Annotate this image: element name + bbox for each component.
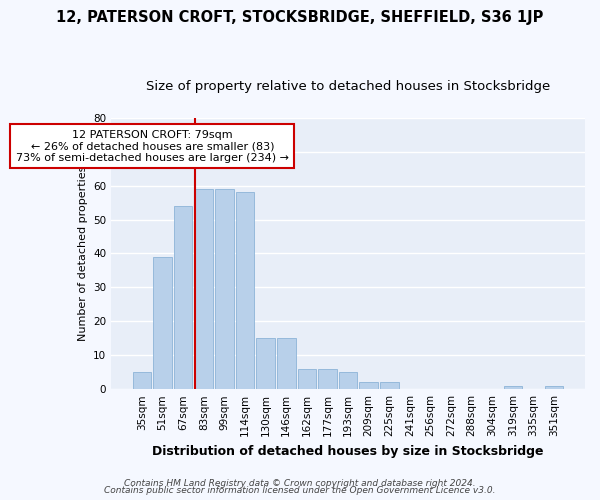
Bar — [194, 189, 213, 389]
Text: 12, PATERSON CROFT, STOCKSBRIDGE, SHEFFIELD, S36 1JP: 12, PATERSON CROFT, STOCKSBRIDGE, SHEFFI… — [56, 10, 544, 25]
Bar — [133, 372, 151, 389]
Bar — [215, 189, 233, 389]
Title: Size of property relative to detached houses in Stocksbridge: Size of property relative to detached ho… — [146, 80, 550, 93]
Bar — [153, 257, 172, 389]
Bar — [339, 372, 358, 389]
Bar — [256, 338, 275, 389]
Bar — [380, 382, 398, 389]
Text: Contains public sector information licensed under the Open Government Licence v3: Contains public sector information licen… — [104, 486, 496, 495]
Bar — [174, 206, 193, 389]
Bar — [318, 369, 337, 389]
Bar — [277, 338, 296, 389]
Bar — [236, 192, 254, 389]
Y-axis label: Number of detached properties: Number of detached properties — [77, 166, 88, 341]
Bar — [298, 369, 316, 389]
Text: Contains HM Land Registry data © Crown copyright and database right 2024.: Contains HM Land Registry data © Crown c… — [124, 478, 476, 488]
Bar — [359, 382, 378, 389]
Bar — [503, 386, 522, 389]
Bar — [545, 386, 563, 389]
X-axis label: Distribution of detached houses by size in Stocksbridge: Distribution of detached houses by size … — [152, 444, 544, 458]
Text: 12 PATERSON CROFT: 79sqm
← 26% of detached houses are smaller (83)
73% of semi-d: 12 PATERSON CROFT: 79sqm ← 26% of detach… — [16, 130, 289, 163]
